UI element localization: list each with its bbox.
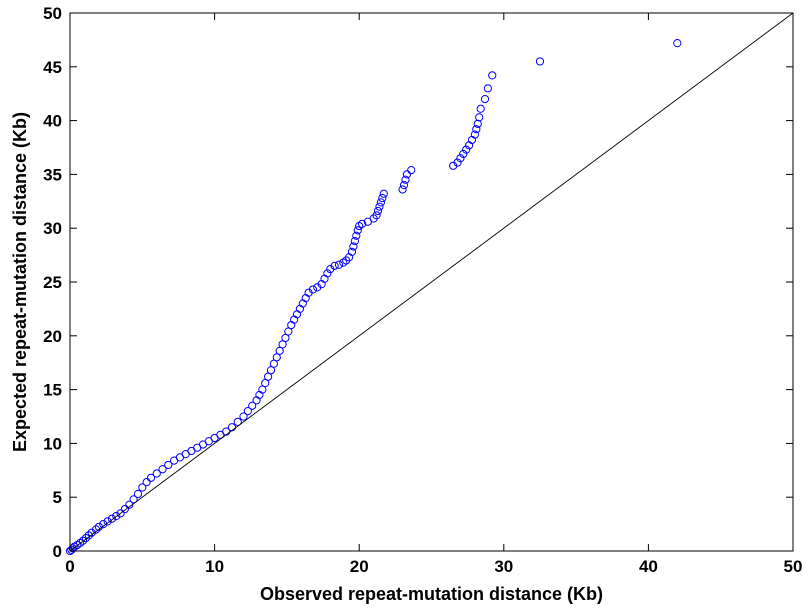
data-point [248,401,257,410]
data-point [116,509,125,518]
y-tick-label: 30 [43,219,62,238]
data-point [334,260,344,269]
y-axis-label: Expected repeat-mutation distance (Kb) [10,112,30,452]
data-point [488,71,497,80]
data-point [107,514,117,523]
data-point [535,57,545,66]
y-tick-label: 50 [43,4,62,23]
x-tick-label: 50 [784,557,803,576]
data-point [133,489,143,499]
data-point [138,483,147,492]
data-point [379,189,388,198]
y-tick-label: 35 [43,165,62,184]
data-point [357,219,367,228]
data-point [376,198,385,207]
data-point [243,407,252,416]
x-tick-label: 10 [205,557,224,576]
data-point [146,473,156,482]
data-point [239,412,248,421]
data-point [84,531,93,540]
data-point [401,175,410,184]
data-point [402,170,412,179]
data-point [323,269,332,278]
data-point [227,423,237,432]
data-points [65,39,682,556]
data-point [158,465,167,474]
data-point [112,511,121,521]
reference-line [69,12,794,552]
data-point [375,202,384,211]
x-tick-label: 30 [494,557,513,576]
data-point [350,237,359,246]
x-tick-label: 0 [65,557,74,576]
data-point [78,536,88,545]
y-tick-label: 15 [43,381,62,400]
y-tick-label: 0 [53,542,62,561]
y-tick-label: 20 [43,327,62,346]
y-tick-label: 5 [53,488,62,507]
data-point [470,130,479,139]
data-point [103,517,112,526]
axis-ticks: 0 10 20 30 40 50 0 5 10 15 20 25 30 35 40 45 50 [43,4,802,576]
data-point [399,181,409,190]
data-point [673,39,682,48]
data-point [152,469,161,478]
data-point [456,154,465,163]
x-tick-label: 40 [639,557,658,576]
data-point [472,125,481,134]
x-axis-label: Observed repeat-mutation distance (Kb) [260,584,603,604]
data-point [378,193,387,203]
data-point [373,206,383,216]
data-point [353,226,362,235]
data-point [476,104,485,113]
data-point [453,158,462,167]
data-point [473,119,482,128]
data-point [462,145,471,154]
y-tick-label: 25 [43,273,62,292]
y-tick-label: 45 [43,58,62,77]
data-point [81,533,91,543]
data-point [233,417,242,426]
data-point [459,149,468,159]
y-tick-label: 10 [43,434,62,453]
data-point [407,165,416,175]
data-point [330,261,339,270]
data-point [398,185,407,194]
data-point [349,242,358,251]
data-point [372,211,381,220]
data-point [142,478,151,487]
data-point [120,504,130,514]
data-point [308,285,318,294]
data-point [347,247,357,256]
data-point [480,94,490,104]
data-point [483,84,492,93]
data-point [164,460,173,470]
data-point [475,113,484,122]
x-tick-label: 20 [350,557,369,576]
data-point [129,495,138,504]
data-point [352,231,361,240]
y-tick-label: 40 [43,112,62,131]
